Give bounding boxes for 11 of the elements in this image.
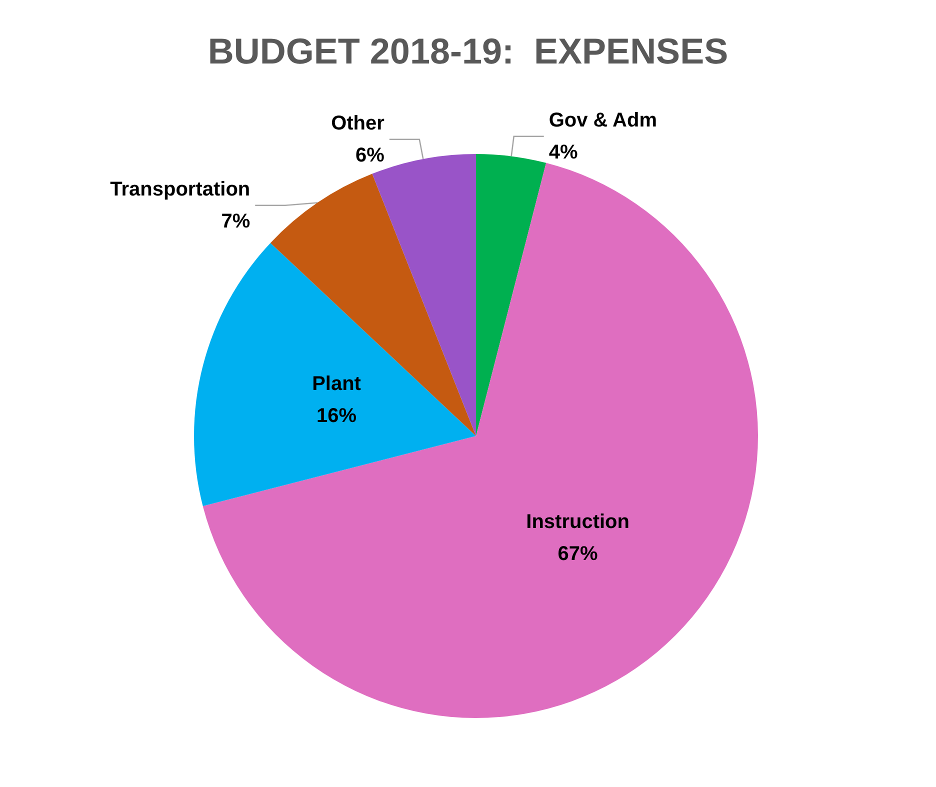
data-label: 4% — [548, 141, 578, 164]
data-label: 7% — [221, 210, 250, 232]
data-label: 16% — [316, 405, 357, 428]
slice-label: Transportation — [110, 178, 250, 200]
data-label: 67% — [558, 542, 598, 565]
data-label: 6% — [356, 144, 385, 166]
slice-label: Plant — [312, 373, 362, 396]
slice-label: Other — [331, 112, 385, 134]
slice-label: Instruction — [526, 510, 630, 533]
chart-title: BUDGET 2018-19: EXPENSES — [208, 30, 728, 72]
slice-label: Gov & Adm — [548, 109, 658, 132]
